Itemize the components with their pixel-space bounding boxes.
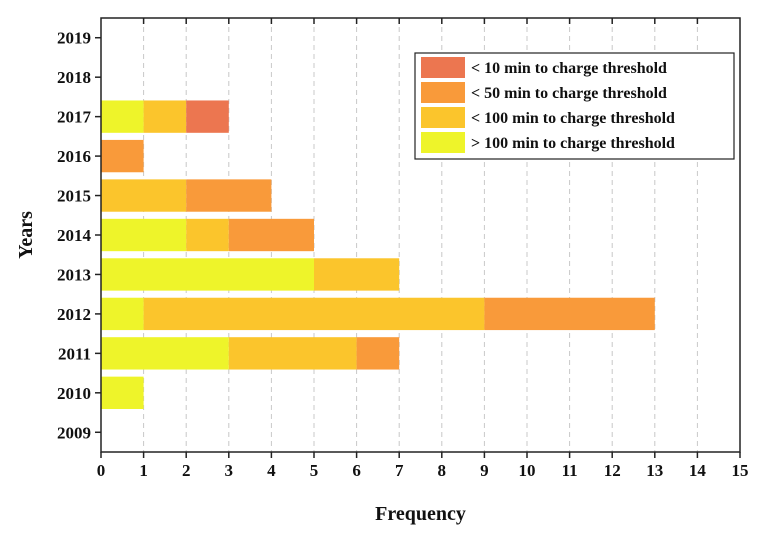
bar-2014-series-0: [101, 218, 187, 252]
bar-2017-series-0: [101, 100, 144, 133]
legend-label: < 10 min to charge threshold: [471, 60, 667, 77]
y-tick-label: 2011: [58, 344, 91, 363]
bar-2011-series-2: [356, 337, 400, 370]
x-axis-title: Frequency: [375, 503, 466, 525]
bar-2012-series-0: [101, 297, 144, 331]
x-tick-label: 11: [562, 461, 578, 480]
bar-2014-series-2: [228, 218, 314, 252]
x-tick-label: 10: [519, 461, 536, 480]
y-tick-label: 2018: [57, 68, 91, 87]
bar-2012-series-1: [143, 297, 485, 331]
bar-2016-series-2: [101, 139, 144, 173]
bar-2011-series-1: [228, 337, 357, 370]
x-tick-label: 7: [395, 461, 404, 480]
legend-label: > 100 min to charge threshold: [471, 135, 675, 152]
x-axis-ticks: 0 1 2 3 4 5 6 7 8 9 10 11 12 13 14 15: [97, 18, 749, 480]
x-tick-label: 15: [732, 461, 749, 480]
y-tick-label: 2019: [57, 29, 91, 48]
x-tick-label: 14: [689, 461, 707, 480]
y-tick-label: 2010: [57, 384, 91, 403]
x-tick-label: 5: [310, 461, 319, 480]
x-tick-label: 9: [480, 461, 489, 480]
legend-label: < 50 min to charge threshold: [471, 85, 667, 102]
x-tick-label: 6: [352, 461, 361, 480]
y-axis-title: Years: [15, 211, 37, 259]
x-tick-label: 13: [646, 461, 663, 480]
bar-2015-series-1: [101, 179, 187, 212]
x-tick-label: 0: [97, 461, 106, 480]
legend-swatch: [421, 107, 465, 128]
y-axis-ticks: 2009 2010 2011 2012 2013 2014 2015 2016 2017 2018…: [57, 29, 101, 442]
x-tick-label: 1: [139, 461, 148, 480]
y-tick-label: 2016: [57, 147, 91, 166]
bar-2017-series-3: [186, 100, 229, 133]
x-tick-label: 2: [182, 461, 191, 480]
bar-2012-series-2: [484, 297, 655, 331]
x-tick-label: 3: [225, 461, 234, 480]
legend-swatch: [421, 82, 465, 103]
bar-2014-series-1: [186, 218, 229, 252]
legend-swatch: [421, 57, 465, 78]
y-tick-label: 2017: [57, 108, 92, 127]
bar-2013-series-1: [314, 258, 400, 291]
legend-label: < 100 min to charge threshold: [471, 110, 675, 127]
y-tick-label: 2015: [57, 187, 91, 206]
legend: < 10 min to charge threshold < 50 min to …: [414, 52, 735, 160]
bar-2015-series-2: [186, 179, 272, 212]
bar-2010-series-0: [101, 376, 144, 409]
legend-box: [414, 52, 735, 160]
x-tick-label: 8: [438, 461, 447, 480]
legend-swatch: [421, 132, 465, 153]
y-tick-label: 2012: [57, 305, 91, 324]
x-tick-label: 12: [604, 461, 621, 480]
y-tick-label: 2009: [57, 423, 91, 442]
bar-2013-series-0: [101, 258, 314, 291]
x-tick-label: 4: [267, 461, 276, 480]
bar-2017-series-1: [143, 100, 187, 133]
y-tick-label: 2014: [57, 226, 92, 245]
bars: [101, 100, 655, 409]
y-tick-label: 2013: [57, 265, 91, 284]
bar-2011-series-0: [101, 337, 229, 370]
